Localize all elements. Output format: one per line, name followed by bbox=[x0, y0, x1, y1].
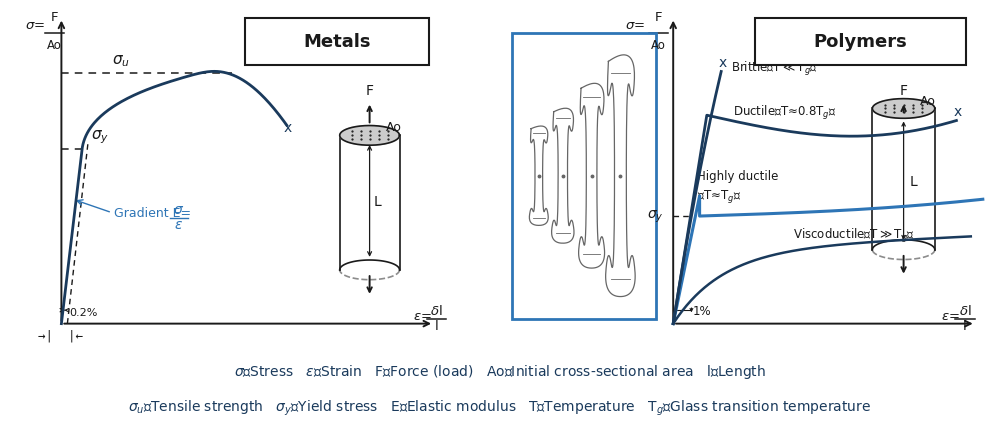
Text: Polymers: Polymers bbox=[814, 33, 907, 51]
Text: $\varepsilon$: $\varepsilon$ bbox=[174, 218, 183, 232]
Text: F: F bbox=[51, 11, 58, 24]
Text: 0.2%: 0.2% bbox=[70, 307, 98, 317]
Text: →|  |←: →| |← bbox=[38, 329, 83, 342]
Text: Brittle（T$\ll$T$_g$）: Brittle（T$\ll$T$_g$） bbox=[731, 60, 818, 78]
Text: 1%: 1% bbox=[692, 304, 711, 317]
Text: $\sigma$：Stress   $\varepsilon$：Strain   F：Force (load)   Ao：Initial cross-secti: $\sigma$：Stress $\varepsilon$：Strain F：F… bbox=[234, 362, 766, 380]
Text: $\sigma_u$：Tensile strength   $\sigma_y$：Yield stress   E：Elastic modulus   T：Te: $\sigma_u$：Tensile strength $\sigma_y$：Y… bbox=[128, 397, 872, 417]
Text: $\sigma$=: $\sigma$= bbox=[625, 18, 645, 32]
Text: Ao: Ao bbox=[920, 94, 936, 108]
Text: x: x bbox=[719, 56, 727, 70]
Text: Metals: Metals bbox=[304, 33, 371, 51]
Text: Viscoductile（T$\gg$T$_g$）: Viscoductile（T$\gg$T$_g$） bbox=[793, 226, 915, 244]
Text: $\sigma$: $\sigma$ bbox=[173, 203, 184, 217]
Polygon shape bbox=[340, 126, 400, 146]
Text: Ductile（T≈0.8T$_g$）: Ductile（T≈0.8T$_g$） bbox=[733, 104, 837, 122]
Text: $\delta$l: $\delta$l bbox=[959, 304, 971, 317]
Text: x: x bbox=[954, 105, 962, 119]
FancyBboxPatch shape bbox=[755, 18, 966, 66]
Text: L: L bbox=[373, 194, 381, 209]
Text: L: L bbox=[909, 174, 917, 188]
Text: （T≈T$_g$）: （T≈T$_g$） bbox=[697, 188, 741, 205]
Text: F: F bbox=[655, 11, 663, 24]
Text: l: l bbox=[963, 319, 967, 332]
Text: l: l bbox=[434, 319, 438, 332]
Text: $\sigma_u$: $\sigma_u$ bbox=[112, 53, 130, 69]
Text: Ao: Ao bbox=[651, 39, 666, 52]
Text: $\sigma_y$: $\sigma_y$ bbox=[91, 129, 109, 146]
Text: $\varepsilon$=: $\varepsilon$= bbox=[413, 309, 432, 322]
Text: Highly ductile: Highly ductile bbox=[697, 170, 779, 183]
FancyBboxPatch shape bbox=[245, 18, 429, 66]
Text: F: F bbox=[366, 83, 374, 98]
Text: Gradient E=: Gradient E= bbox=[114, 207, 191, 220]
Polygon shape bbox=[872, 99, 935, 119]
Text: F: F bbox=[900, 83, 908, 98]
Text: Ao: Ao bbox=[47, 39, 62, 52]
Text: x: x bbox=[284, 121, 292, 135]
Text: Ao: Ao bbox=[386, 121, 402, 134]
Text: $\delta$l: $\delta$l bbox=[430, 304, 443, 317]
Text: $\sigma_y$: $\sigma_y$ bbox=[647, 209, 664, 225]
FancyBboxPatch shape bbox=[512, 34, 656, 319]
Text: $\varepsilon$=: $\varepsilon$= bbox=[941, 309, 960, 322]
Text: $\sigma$=: $\sigma$= bbox=[25, 18, 45, 32]
